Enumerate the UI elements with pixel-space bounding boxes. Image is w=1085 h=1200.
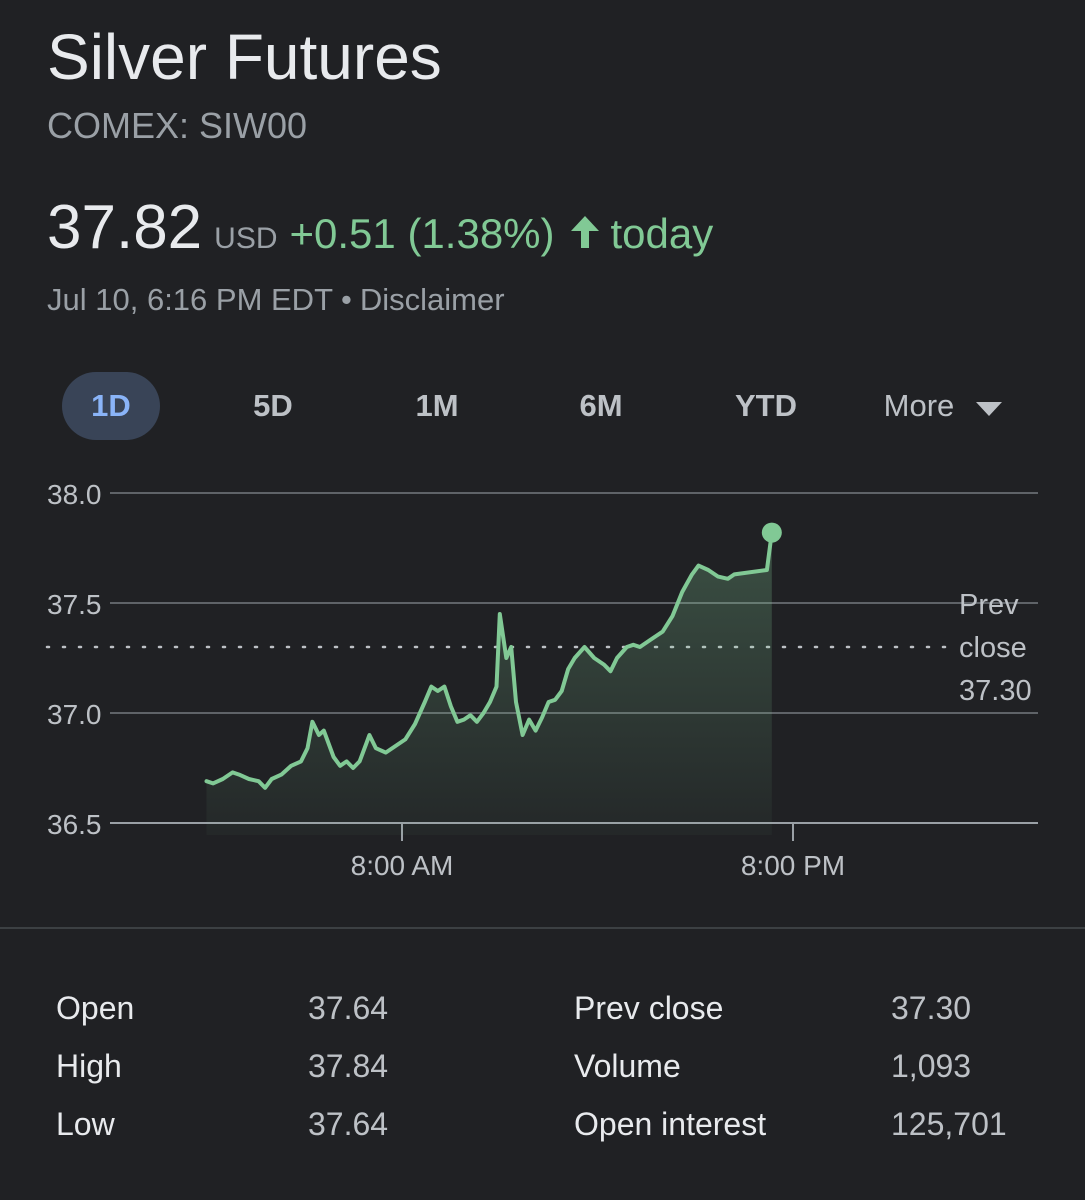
price-chart: 38.0 37.5 37.0 36.5 8:00 AM 8:00 PM Prev close 3… bbox=[0, 460, 1085, 890]
stat-label-volume: Volume bbox=[574, 1048, 681, 1084]
x-tick-label: 8:00 PM bbox=[741, 850, 845, 881]
stat-label-prev-close: Prev close bbox=[574, 990, 724, 1026]
price-line bbox=[204, 530, 774, 790]
currency-label: USD bbox=[214, 222, 278, 255]
range-tabs: 1D 5D 1M 6M YTD More bbox=[0, 372, 1085, 440]
x-tick-label: 8:00 AM bbox=[351, 850, 454, 881]
stat-label-low: Low bbox=[56, 1106, 115, 1142]
tab-1m[interactable]: 1M bbox=[415, 388, 459, 423]
stat-value-prev-close: 37.30 bbox=[891, 990, 972, 1026]
y-tick-label: 37.0 bbox=[47, 699, 102, 730]
tab-5d[interactable]: 5D bbox=[253, 388, 293, 423]
stat-label-high: High bbox=[56, 1048, 122, 1084]
arrow-up-icon bbox=[569, 214, 601, 250]
tab-1d[interactable]: 1D bbox=[62, 372, 160, 440]
y-tick-label: 37.5 bbox=[47, 589, 102, 620]
prev-close-label: Prev bbox=[959, 589, 1019, 621]
timestamp: Jul 10, 6:16 PM EDT bbox=[47, 282, 334, 317]
more-label: More bbox=[883, 388, 955, 423]
stat-value-volume: 1,093 bbox=[891, 1048, 972, 1084]
stat-label-open-interest: Open interest bbox=[574, 1106, 767, 1142]
period-label: today bbox=[610, 210, 714, 257]
y-tick-label: 38.0 bbox=[47, 479, 102, 510]
tab-6m[interactable]: 6M bbox=[579, 388, 623, 423]
disclaimer-link[interactable]: Disclaimer bbox=[359, 282, 505, 317]
price-change: +0.51 (1.38%) bbox=[289, 210, 555, 257]
tab-ytd[interactable]: YTD bbox=[735, 388, 797, 423]
stat-value-low: 37.64 bbox=[308, 1106, 389, 1142]
page-title: Silver Futures bbox=[47, 21, 442, 93]
caret-down-icon bbox=[976, 372, 1003, 440]
prev-close-label: close bbox=[959, 632, 1027, 664]
price-area bbox=[206, 532, 772, 835]
ticker-symbol: COMEX: SIW00 bbox=[47, 105, 308, 146]
prev-close-value-label: 37.30 bbox=[959, 675, 1032, 707]
latest-price-point bbox=[761, 522, 782, 543]
current-price: 37.82 bbox=[47, 193, 203, 262]
timestamp-row: Jul 10, 6:16 PM EDT • Disclaimer bbox=[47, 280, 505, 320]
stat-value-open-interest: 125,701 bbox=[891, 1106, 1007, 1142]
stat-label-open: Open bbox=[56, 990, 135, 1026]
section-divider bbox=[0, 927, 1085, 929]
y-tick-label: 36.5 bbox=[47, 809, 102, 840]
quote-row: 37.82 USD +0.51 (1.38%) today bbox=[47, 192, 713, 264]
more-dropdown[interactable]: More bbox=[868, 372, 1018, 440]
separator: • bbox=[341, 282, 352, 317]
stat-value-open: 37.64 bbox=[308, 990, 389, 1026]
stat-value-high: 37.84 bbox=[308, 1048, 389, 1084]
chart-svg: 38.0 37.5 37.0 36.5 8:00 AM 8:00 PM Prev close 3… bbox=[45, 479, 1038, 881]
